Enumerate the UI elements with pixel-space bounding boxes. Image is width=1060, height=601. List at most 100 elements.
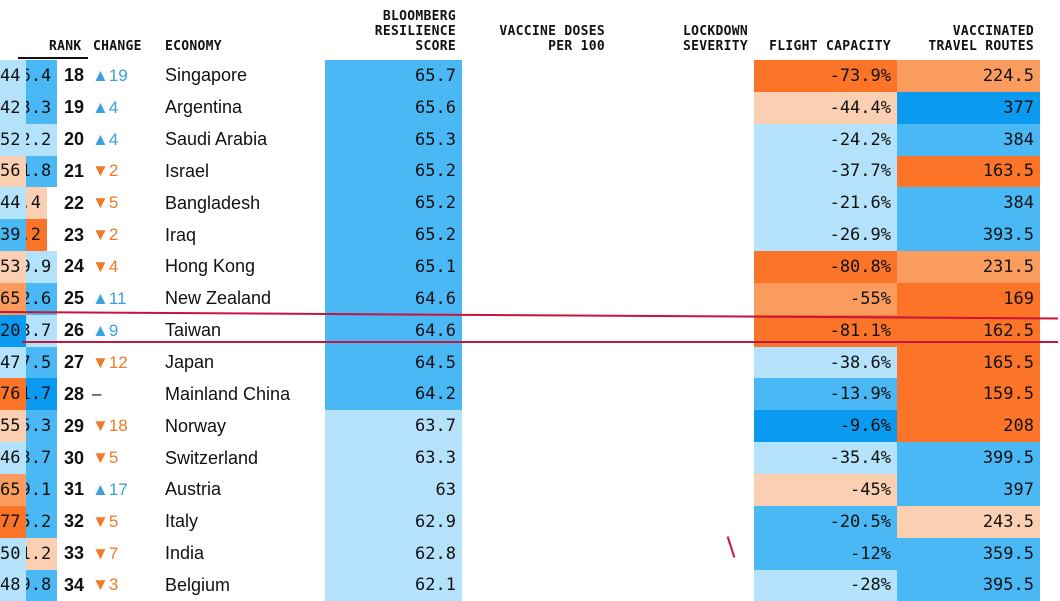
- economy-cell: Japan: [165, 347, 325, 379]
- table-body: 18▲19Singapore65.7166.444-73.9%224.519▲4…: [0, 60, 1060, 601]
- column-gap: [462, 378, 473, 410]
- economy-cell: Israel: [165, 156, 325, 188]
- lockdown-severity-cell: 47: [0, 347, 26, 379]
- resilience-score-cell: 65.3: [325, 124, 462, 156]
- resilience-score-cell: 65.6: [325, 92, 462, 124]
- travel-routes-cell: 208: [897, 410, 1040, 442]
- flight-capacity-cell: -80.8%: [754, 251, 897, 283]
- flight-capacity-cell: -20.5%: [754, 506, 897, 538]
- travel-routes-cell: 395.5: [897, 570, 1040, 601]
- travel-routes-cell: 231.5: [897, 251, 1040, 283]
- resilience-score-cell: 65.2: [325, 187, 462, 219]
- economy-cell: Iraq: [165, 219, 325, 251]
- travel-routes-cell: 169: [897, 283, 1040, 315]
- column-gap: [462, 570, 473, 601]
- header-economy: ECONOMY: [165, 39, 222, 54]
- lockdown-severity-cell: 42: [0, 92, 26, 124]
- resilience-score-cell: 62.1: [325, 570, 462, 601]
- travel-routes-cell: 359.5: [897, 538, 1040, 570]
- change-cell: ▲4: [92, 92, 152, 124]
- travel-routes-cell: 393.5: [897, 219, 1040, 251]
- change-cell: ▼4: [92, 251, 152, 283]
- lockdown-severity-cell: 48: [0, 570, 26, 601]
- lockdown-severity-cell: 50: [0, 538, 26, 570]
- lockdown-severity-cell: 56: [0, 156, 26, 188]
- resilience-score-cell: 65.7: [325, 60, 462, 92]
- change-cell: ▼5: [92, 187, 152, 219]
- flight-capacity-cell: -12%: [754, 538, 897, 570]
- lockdown-severity-cell: 39: [0, 219, 26, 251]
- flight-capacity-cell: -35.4%: [754, 442, 897, 474]
- flight-capacity-cell: -13.9%: [754, 378, 897, 410]
- flight-capacity-cell: -38.6%: [754, 347, 897, 379]
- lockdown-severity-cell: 46: [0, 442, 26, 474]
- column-gap: [462, 187, 473, 219]
- header-vaccine-doses: VACCINE DOSES PER 100: [499, 24, 605, 54]
- flight-capacity-cell: -45%: [754, 474, 897, 506]
- change-cell: ▲11: [92, 283, 152, 315]
- economy-cell: Hong Kong: [165, 251, 325, 283]
- change-cell: ▼3: [92, 570, 152, 601]
- column-gap: [462, 442, 473, 474]
- lockdown-severity-cell: 65: [0, 283, 26, 315]
- column-gap: [462, 283, 473, 315]
- highlight-line-bottom: [22, 341, 1058, 343]
- change-cell: ▲17: [92, 474, 152, 506]
- table-row: 31▲17Austria63179.165-45%397: [0, 474, 1060, 506]
- flight-capacity-cell: -55%: [754, 283, 897, 315]
- change-cell: ▼12: [92, 347, 152, 379]
- column-gap: [462, 60, 473, 92]
- change-cell: ▲19: [92, 60, 152, 92]
- column-gap: [462, 538, 473, 570]
- travel-routes-cell: 159.5: [897, 378, 1040, 410]
- lockdown-severity-cell: 52: [0, 124, 26, 156]
- change-cell: ▲4: [92, 124, 152, 156]
- economy-cell: Bangladesh: [165, 187, 325, 219]
- economy-cell: Italy: [165, 506, 325, 538]
- lockdown-severity-cell: 65: [0, 474, 26, 506]
- resilience-score-cell: 64.2: [325, 378, 462, 410]
- change-cell: ▼2: [92, 156, 152, 188]
- resilience-score-cell: 65.1: [325, 251, 462, 283]
- column-gap: [462, 506, 473, 538]
- travel-routes-cell: 399.5: [897, 442, 1040, 474]
- table-header: RANK CHANGE ECONOMY BLOOMBERG RESILIENCE…: [0, 0, 1060, 58]
- resilience-score-cell: 63: [325, 474, 462, 506]
- column-gap: [462, 92, 473, 124]
- travel-routes-cell: 377: [897, 92, 1040, 124]
- header-resilience-score: BLOOMBERG RESILIENCE SCORE: [375, 9, 456, 54]
- header-lockdown-severity: LOCKDOWN SEVERITY: [683, 24, 748, 54]
- economy-cell: New Zealand: [165, 283, 325, 315]
- header-flight-capacity: FLIGHT CAPACITY: [769, 39, 891, 54]
- column-gap: [462, 251, 473, 283]
- resilience-score-cell: 64.6: [325, 283, 462, 315]
- flight-capacity-cell: -37.7%: [754, 156, 897, 188]
- column-gap: [462, 124, 473, 156]
- lockdown-severity-cell: 44: [0, 60, 26, 92]
- change-cell: ▼5: [92, 506, 152, 538]
- travel-routes-cell: 397: [897, 474, 1040, 506]
- economy-cell: Austria: [165, 474, 325, 506]
- column-gap: [462, 156, 473, 188]
- change-cell: ▼2: [92, 219, 152, 251]
- lockdown-severity-cell: 76: [0, 378, 26, 410]
- header-rank: RANK: [49, 39, 82, 54]
- lockdown-severity-cell: 55: [0, 410, 26, 442]
- economy-cell: Belgium: [165, 570, 325, 601]
- travel-routes-cell: 243.5: [897, 506, 1040, 538]
- change-cell: –: [92, 378, 152, 410]
- resilience-score-cell: 62.9: [325, 506, 462, 538]
- change-cell: ▼18: [92, 410, 152, 442]
- resilience-score-cell: 63.3: [325, 442, 462, 474]
- column-gap: [462, 410, 473, 442]
